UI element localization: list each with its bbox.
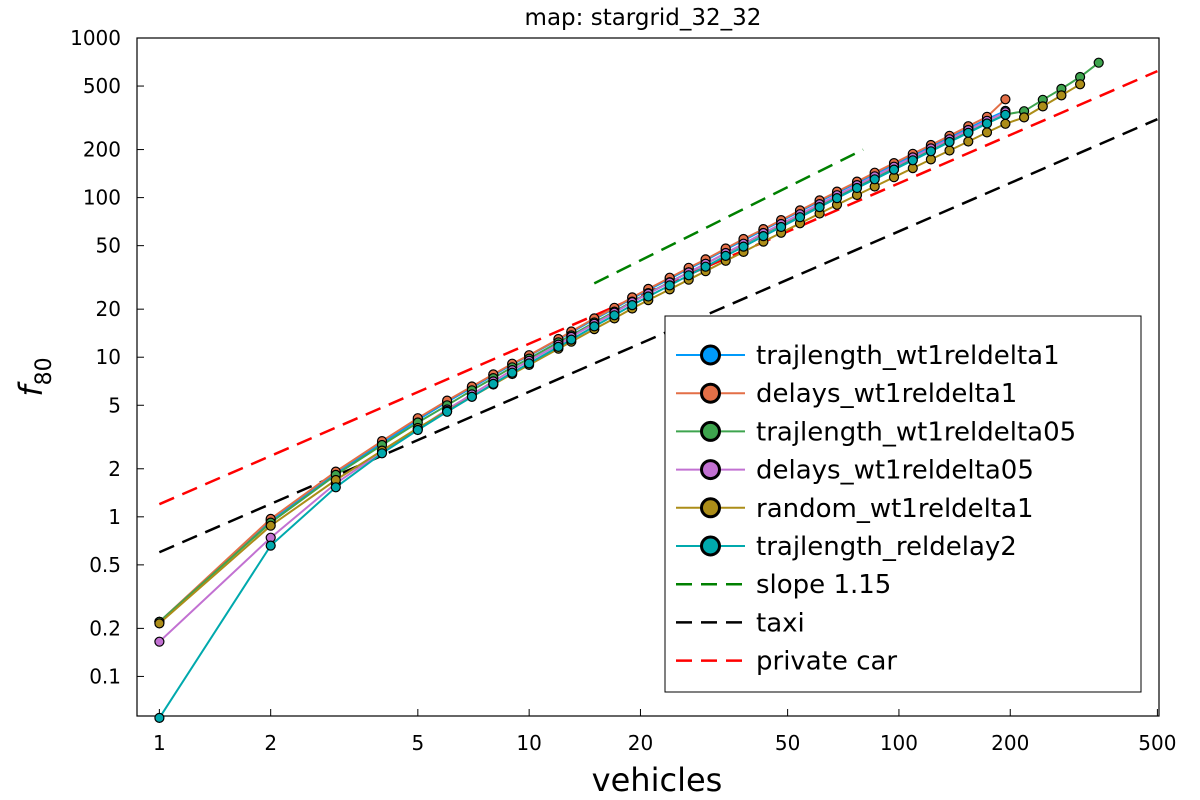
data-point [466, 391, 477, 402]
data-point [1018, 112, 1030, 123]
data-point [925, 146, 937, 157]
legend-label: delays_wt1reldelta05 [756, 456, 1034, 486]
data-point [1000, 94, 1011, 105]
x-tick-label: 1 [153, 731, 166, 755]
y-tick-label: 500 [83, 74, 121, 98]
data-point [488, 378, 499, 389]
x-tick-label: 100 [880, 731, 918, 755]
data-point [720, 250, 731, 261]
y-tick-label: 200 [83, 138, 121, 162]
data-point [851, 182, 863, 194]
data-point [907, 155, 918, 166]
legend-marker [700, 459, 721, 481]
chart-title: map: stargrid_32_32 [525, 5, 762, 31]
data-point [1093, 57, 1104, 68]
legend-marker [700, 497, 721, 519]
data-point [412, 424, 423, 436]
series-layer [154, 57, 1104, 724]
data-point [869, 174, 880, 185]
x-tick-label: 5 [411, 731, 424, 755]
x-tick-label: 20 [628, 731, 653, 755]
plot-frame [136, 37, 1160, 717]
legend-label: trajlength_reldelay2 [756, 532, 1017, 562]
y-axis-ticks: 0.1 0.2 0.5 1 2 5 10 20 50 100 200 500 1000 [70, 26, 144, 688]
legend-label: delays_wt1reldelta1 [756, 379, 1017, 409]
data-point [566, 334, 577, 345]
data-point [154, 618, 165, 629]
data-point [376, 448, 388, 459]
legend: trajlength_wt1reldelta1 delays_wt1reldelt… [664, 315, 1142, 693]
reference-line [593, 148, 864, 285]
data-point [154, 712, 165, 724]
x-tick-label: 2 [264, 731, 277, 755]
x-tick-label: 200 [991, 731, 1029, 755]
y-tick-label: 100 [83, 186, 121, 210]
data-point [775, 221, 787, 233]
data-point [553, 341, 564, 352]
data-point [589, 321, 600, 332]
x-axis-ticks: 1 2 5 10 20 50 100 200 500 [153, 709, 1176, 755]
legend-label: trajlength_wt1reldelta1 [756, 341, 1060, 371]
data-point [831, 193, 843, 204]
data-point [1037, 101, 1048, 112]
data-point [963, 136, 974, 147]
y-axis-label-sub: 80 [32, 357, 57, 385]
legend-marker [700, 420, 721, 442]
legend-box [664, 315, 1142, 693]
y-tick-label: 20 [96, 297, 121, 321]
y-axis-label-text: f80 [12, 357, 57, 396]
reference-line [158, 69, 1158, 506]
y-tick-label: 0.1 [89, 664, 121, 688]
data-point [944, 136, 955, 148]
data-point [888, 164, 900, 175]
data-point [814, 202, 825, 213]
x-tick-label: 500 [1138, 731, 1176, 755]
data-point [330, 482, 341, 493]
y-tick-label: 10 [96, 345, 121, 369]
data-point [442, 406, 453, 417]
data-point [683, 270, 694, 281]
legend-marker [700, 344, 721, 366]
data-point [507, 367, 518, 378]
legend-label: random_wt1reldelta1 [756, 494, 1034, 524]
data-point [981, 127, 993, 138]
y-tick-label: 5 [108, 393, 121, 417]
data-point [1056, 90, 1067, 101]
data-point [265, 520, 276, 531]
legend-label: trajlength_wt1reldelta05 [756, 417, 1076, 447]
y-tick-label: 1 [108, 505, 121, 529]
legend-marker [700, 535, 721, 557]
data-point [700, 261, 711, 272]
data-point [609, 310, 620, 321]
x-axis-label: vehicles [592, 761, 723, 799]
data-point [758, 231, 769, 242]
data-point [981, 118, 993, 129]
legend-label: private car [756, 647, 897, 677]
data-point [963, 127, 974, 138]
legend-marker [700, 382, 721, 404]
data-point [627, 300, 638, 311]
data-point [643, 291, 654, 302]
data-point [664, 280, 675, 291]
y-tick-label: 0.5 [89, 553, 121, 577]
x-tick-label: 10 [516, 731, 541, 755]
data-point [1074, 79, 1086, 90]
data-point [265, 540, 276, 551]
data-point [1000, 118, 1011, 129]
legend-label: slope 1.15 [756, 570, 891, 600]
data-point [794, 212, 806, 223]
y-tick-label: 2 [108, 457, 121, 481]
y-tick-label: 0.2 [89, 616, 121, 640]
y-axis-label: f80 [12, 357, 57, 396]
y-tick-label: 1000 [70, 26, 121, 50]
data-point [1000, 109, 1011, 120]
data-point [738, 241, 749, 252]
x-tick-label: 50 [775, 731, 800, 755]
legend-label: taxi [756, 608, 805, 638]
y-tick-label: 50 [96, 234, 121, 258]
data-point [154, 636, 165, 647]
data-point [944, 145, 955, 156]
data-point [523, 358, 535, 369]
